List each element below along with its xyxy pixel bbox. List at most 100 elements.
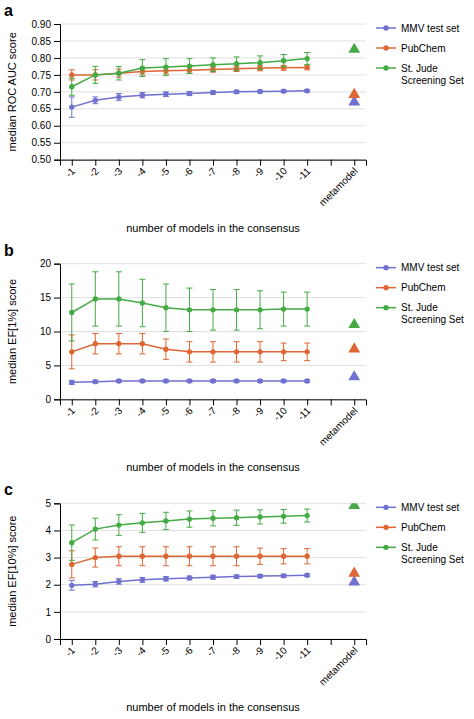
grid bbox=[60, 264, 366, 400]
error-bar-cap bbox=[116, 353, 122, 354]
point bbox=[140, 65, 145, 70]
tick: -6 bbox=[181, 160, 195, 180]
tick-mark bbox=[307, 639, 308, 645]
tick: 0 bbox=[45, 394, 60, 405]
point bbox=[93, 72, 98, 77]
error-bar-cap bbox=[257, 548, 263, 549]
point bbox=[234, 89, 239, 94]
error-bar bbox=[163, 284, 169, 331]
tick-label: metamodel bbox=[317, 405, 360, 448]
point bbox=[140, 577, 145, 582]
error-bar-cap bbox=[69, 577, 75, 578]
point bbox=[187, 63, 192, 68]
x-axis: -1-2-3-4-5-6-7-8-9-10-11metamodel bbox=[61, 639, 367, 687]
tick: 0.65 bbox=[32, 103, 60, 114]
tick: -7 bbox=[204, 639, 218, 659]
tick-label: -5 bbox=[157, 165, 171, 179]
error-bar-cap bbox=[304, 343, 310, 344]
error-bar bbox=[116, 579, 122, 584]
tick-label: 1 bbox=[45, 607, 51, 618]
point bbox=[93, 526, 98, 531]
tick-label: 0.50 bbox=[32, 154, 52, 165]
error-bar-cap bbox=[92, 96, 98, 97]
tick-label: -10 bbox=[271, 405, 289, 423]
tick-label: 0.60 bbox=[32, 120, 52, 131]
grid-line bbox=[60, 108, 366, 109]
tick-label: 5 bbox=[45, 360, 51, 371]
panel: 012345-1-2-3-4-5-6-7-8-9-10-11metamodelc… bbox=[4, 481, 464, 713]
error-bar-cap bbox=[92, 353, 98, 354]
tick-mark bbox=[260, 160, 261, 166]
point bbox=[69, 562, 74, 567]
tick-label: -3 bbox=[110, 165, 124, 179]
error-bar-cap bbox=[304, 52, 310, 53]
error-bar-cap bbox=[210, 525, 216, 526]
legend-marker bbox=[383, 45, 388, 50]
legend-label-line: Screening Set bbox=[401, 554, 464, 565]
tick bbox=[331, 639, 332, 645]
tick-label: -5 bbox=[157, 644, 171, 658]
error-bar-cap bbox=[69, 340, 75, 341]
point bbox=[116, 378, 121, 383]
tick-mark bbox=[54, 24, 60, 25]
grid-line bbox=[60, 503, 366, 504]
tick-label: 0 bbox=[45, 394, 51, 405]
error-bar-cap bbox=[234, 362, 240, 363]
error-bar bbox=[304, 549, 310, 564]
tick-label: -2 bbox=[87, 405, 101, 419]
point bbox=[163, 554, 168, 559]
error-bar-cap bbox=[234, 341, 240, 342]
error-bar bbox=[186, 59, 192, 74]
error-bar-cap bbox=[116, 66, 122, 67]
error-bar bbox=[92, 272, 98, 326]
error-bar-cap bbox=[92, 271, 98, 272]
x-axis: -1-2-3-4-5-6-7-8-9-10-11metamodel bbox=[61, 160, 367, 208]
tick bbox=[331, 160, 332, 166]
tick: -6 bbox=[181, 639, 195, 659]
error-bar bbox=[186, 547, 192, 566]
x-axis-title: number of models in the consensus bbox=[126, 222, 300, 234]
error-bar bbox=[116, 94, 122, 101]
point bbox=[187, 575, 192, 580]
point bbox=[305, 56, 310, 61]
tick-mark bbox=[307, 160, 308, 166]
grid-line bbox=[60, 24, 366, 25]
point bbox=[210, 90, 215, 95]
error-bar-cap bbox=[116, 326, 122, 327]
tick-mark bbox=[284, 639, 285, 645]
error-bar-cap bbox=[116, 79, 122, 80]
legend-item: St. JudeScreening Set bbox=[376, 63, 464, 86]
point bbox=[69, 540, 74, 545]
line bbox=[72, 91, 307, 107]
tick-label: -8 bbox=[228, 405, 242, 419]
error-bar-cap bbox=[186, 73, 192, 74]
tick: 0.60 bbox=[32, 120, 60, 131]
triangle-marker bbox=[348, 342, 360, 352]
point bbox=[140, 341, 145, 346]
tick-label: -6 bbox=[181, 644, 195, 658]
error-bar bbox=[257, 510, 263, 524]
error-bar-cap bbox=[139, 279, 145, 280]
point bbox=[187, 554, 192, 559]
legend-label: St. JudeScreening Set bbox=[401, 302, 464, 325]
error-bar-cap bbox=[304, 563, 310, 564]
legend-item: MMV test set bbox=[376, 262, 460, 273]
tick-mark bbox=[54, 92, 60, 93]
legend-label-line: MMV test set bbox=[401, 262, 460, 273]
tick-mark bbox=[213, 639, 214, 645]
tick-label: 5 bbox=[45, 498, 51, 509]
error-bar-cap bbox=[69, 368, 75, 369]
point bbox=[234, 307, 239, 312]
error-bar-cap bbox=[281, 326, 287, 327]
error-bar-cap bbox=[281, 523, 287, 524]
tick-label: -10 bbox=[271, 165, 289, 183]
tick: -8 bbox=[228, 160, 242, 180]
tick: metamodel bbox=[317, 399, 360, 447]
tick-label: -4 bbox=[134, 405, 148, 419]
tick-mark bbox=[237, 639, 238, 645]
error-bar-cap bbox=[210, 565, 216, 566]
legend-item: MMV test set bbox=[376, 23, 460, 34]
point bbox=[116, 554, 121, 559]
error-bar-cap bbox=[139, 333, 145, 334]
error-bar-cap bbox=[257, 341, 263, 342]
